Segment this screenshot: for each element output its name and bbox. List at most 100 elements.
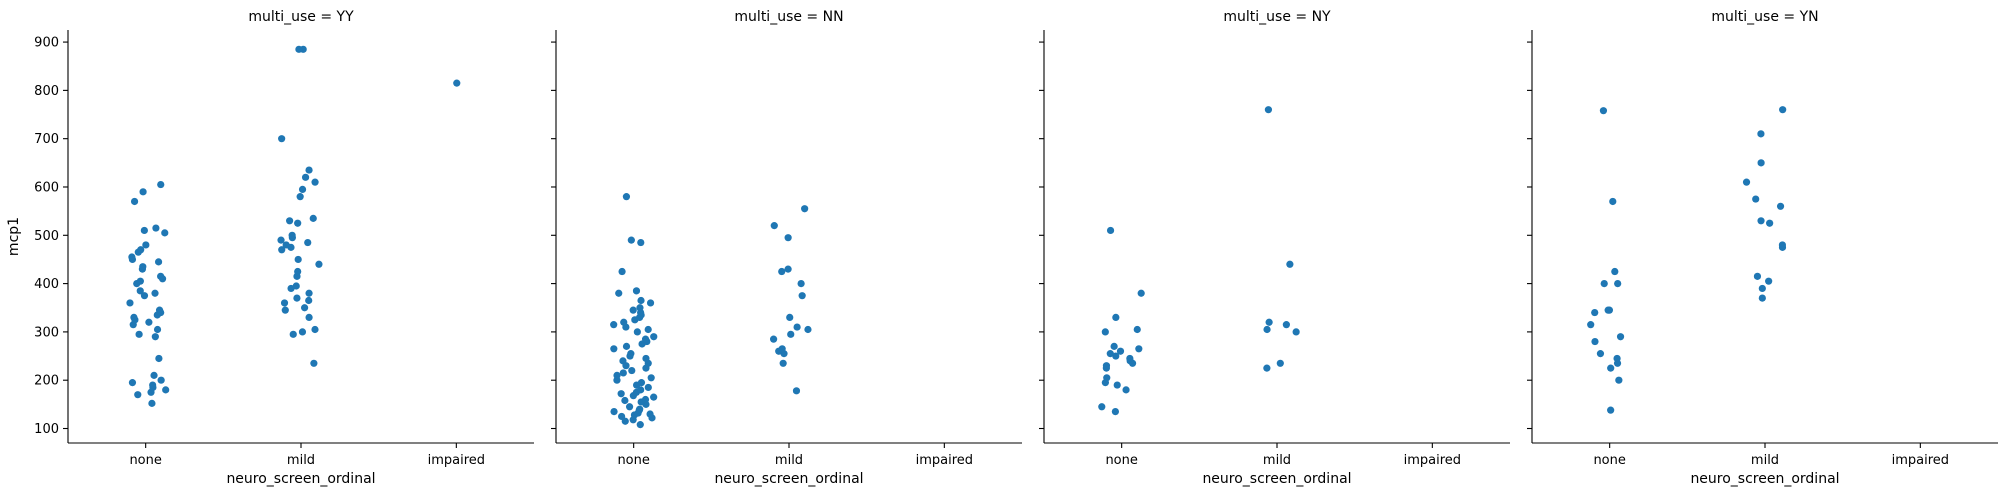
data-point-mild [801, 205, 809, 213]
data-point-none [1112, 313, 1120, 322]
data-point-none [148, 399, 156, 407]
data-point-none [1113, 381, 1121, 389]
facet-panel-2: multi_use = NN none mild impaired neuro_scre… [551, 9, 1022, 487]
data-point-none [628, 366, 636, 375]
x-axis-label: neuro_screen_ordinal [1690, 471, 1839, 487]
data-point-mild [770, 335, 778, 343]
data-point-mild [804, 325, 812, 334]
data-point-none [1607, 406, 1615, 414]
data-point-mild [1263, 364, 1271, 372]
x-tick-label-none: none [1105, 453, 1137, 468]
data-point-none [650, 333, 658, 341]
data-point-none [154, 258, 163, 266]
data-point-mild [1265, 318, 1273, 326]
data-point-mild [1757, 217, 1765, 225]
data-point-none [128, 379, 137, 387]
data-point-mild [278, 135, 286, 143]
data-point-mild [1757, 130, 1765, 138]
x-axis-label: neuro_screen_ordinal [1202, 471, 1351, 487]
data-point-mild [1292, 328, 1300, 336]
data-point-none [610, 321, 618, 329]
data-point-none [618, 412, 626, 421]
data-point-none [155, 354, 163, 363]
x-tick-label-mild: mild [287, 453, 315, 468]
data-point-mild [1753, 272, 1762, 280]
data-point-mild [1276, 359, 1284, 367]
data-point-none [642, 354, 650, 363]
data-point-none [618, 267, 626, 276]
data-point-none [140, 226, 148, 235]
data-point-none [151, 333, 159, 341]
data-point-mild [787, 330, 795, 338]
data-point-none [617, 390, 625, 398]
data-point-none [619, 369, 627, 377]
data-point-none [126, 299, 134, 307]
data-point-none [1116, 347, 1125, 355]
data-point-none [629, 306, 637, 314]
data-point-none [637, 296, 645, 305]
data-point-mild [315, 260, 323, 268]
data-point-mild [309, 214, 317, 222]
data-point-none [621, 396, 629, 405]
data-point-none [644, 383, 652, 392]
data-point-none [137, 246, 145, 254]
data-point-none [1604, 306, 1612, 314]
data-point-none [644, 325, 652, 334]
data-point-none [150, 371, 158, 379]
data-point-none [1122, 386, 1130, 394]
data-point-none [636, 421, 644, 429]
y-tick-label: 100 [34, 422, 59, 437]
data-point-mild [1752, 195, 1760, 203]
data-point-none [1133, 325, 1141, 334]
data-point-none [647, 374, 655, 382]
data-point-none [1600, 280, 1608, 288]
data-point-none [641, 395, 650, 404]
data-point-mild [301, 173, 310, 181]
data-point-none [1615, 376, 1623, 384]
data-point-mild [770, 222, 778, 230]
data-point-none [1106, 350, 1114, 358]
data-point-none [1587, 321, 1595, 329]
data-point-none [1098, 403, 1106, 411]
data-point-none [1126, 354, 1134, 363]
data-point-mild [786, 313, 794, 322]
x-tick-label-none: none [129, 453, 161, 468]
data-point-mild [298, 185, 307, 193]
x-tick-label-impaired: impaired [916, 453, 973, 468]
data-point-none [130, 313, 138, 322]
data-point-none [632, 287, 641, 295]
data-point-mild [1282, 321, 1290, 329]
data-point-none [610, 345, 618, 353]
data-point-none [152, 224, 160, 232]
data-point-mild [301, 304, 309, 312]
data-point-none [633, 328, 641, 336]
data-point-none [650, 393, 658, 401]
data-point-none [627, 350, 635, 358]
data-point-none [636, 405, 644, 413]
data-point-mild [281, 306, 289, 314]
facet-panel-1: multi_use = YY 100 200 300 400 500 600 700 800 90… [6, 9, 534, 487]
data-point-none [636, 304, 644, 312]
data-point-mild [1742, 178, 1751, 186]
data-point-mild [792, 387, 801, 395]
facet-title: multi_use = YN [1711, 9, 1818, 25]
data-point-none [149, 381, 157, 389]
data-point-mild [286, 217, 294, 225]
data-point-mild [784, 265, 792, 273]
x-tick-label-mild: mild [1751, 453, 1779, 468]
data-point-mild [294, 219, 302, 227]
data-point-mild [797, 280, 805, 288]
data-point-mild [298, 328, 307, 336]
x-tick-label-mild: mild [775, 453, 803, 468]
data-point-none [145, 318, 153, 326]
data-point-none [1137, 289, 1145, 297]
x-axis-label: neuro_screen_ordinal [714, 471, 863, 487]
data-point-none [151, 289, 159, 297]
data-point-none [622, 193, 631, 201]
data-point-none [130, 197, 139, 206]
data-point-none [637, 379, 646, 387]
data-point-none [153, 325, 162, 334]
data-point-none [1591, 337, 1599, 346]
data-point-mild [296, 193, 304, 201]
data-point-none [1106, 226, 1115, 235]
